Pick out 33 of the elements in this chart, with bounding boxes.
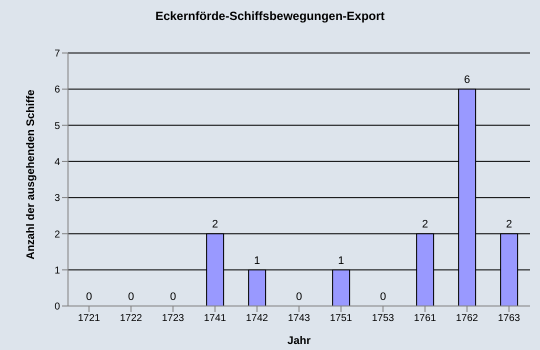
chart-title: Eckernförde-Schiffsbewegungen-Export (154, 9, 386, 23)
y-tick-label: 7 (54, 48, 60, 60)
y-tick-label: 1 (54, 265, 60, 276)
x-axis-title: Jahr (287, 335, 312, 347)
data-label: 0 (128, 291, 134, 303)
x-tick-label: 1722 (120, 313, 143, 324)
y-tick-label: 4 (54, 156, 60, 168)
x-tick-label: 1753 (372, 313, 395, 324)
data-label: 2 (422, 218, 428, 231)
data-label: 6 (464, 74, 470, 86)
data-label: 1 (338, 254, 344, 267)
y-tick-label: 0 (54, 302, 60, 313)
data-label: 1 (254, 254, 260, 267)
x-tick-label: 1763 (498, 313, 521, 324)
x-tick-label: 1742 (246, 313, 269, 324)
x-tick-label: 1743 (288, 313, 311, 324)
x-tick-label: 1761 (414, 313, 437, 324)
x-tick-label: 1751 (330, 313, 353, 324)
x-tick-label: 1721 (78, 313, 101, 324)
y-axis-title: Anzahl der ausgehenden Schiffe (24, 90, 37, 260)
y-tick-label: 3 (54, 193, 60, 204)
x-tick-label: 1723 (162, 313, 185, 324)
data-label: 0 (296, 291, 302, 303)
data-label: 2 (212, 218, 218, 231)
y-tick-label: 5 (54, 120, 60, 132)
data-label: 0 (170, 291, 176, 303)
data-label: 2 (506, 218, 512, 231)
data-label: 0 (86, 291, 92, 303)
data-label: 0 (380, 291, 386, 303)
y-tick-label: 2 (54, 229, 60, 240)
y-tick-label: 6 (54, 84, 60, 96)
x-tick-label: 1762 (456, 313, 479, 324)
x-tick-label: 1741 (204, 313, 227, 324)
